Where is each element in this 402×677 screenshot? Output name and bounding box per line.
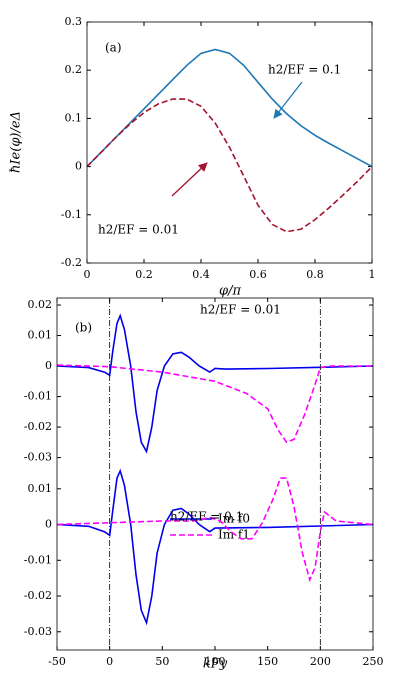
annotation: (b) xyxy=(75,321,92,335)
plot-frame xyxy=(86,21,373,264)
plot-frame xyxy=(56,297,374,651)
y-tick-label: -0.02 xyxy=(24,420,52,433)
y-tick-label: -0.01 xyxy=(24,553,52,566)
y-tick-label: -0.01 xyxy=(24,390,52,403)
legend-label: Im f0 xyxy=(218,512,250,526)
x-tick-label: 0.2 xyxy=(135,268,153,281)
annotation: (a) xyxy=(105,41,122,55)
annotation: h2/EF = 0.1 xyxy=(268,63,341,77)
x-tick-label: 0.8 xyxy=(306,268,324,281)
x-tick-label: 0.4 xyxy=(192,268,210,281)
y-tick-label: 0.1 xyxy=(65,111,83,124)
y-tick-label: 0 xyxy=(75,160,82,173)
annotation: h2/EF = 0.1 xyxy=(170,510,243,524)
line xyxy=(56,468,374,626)
line xyxy=(56,313,374,454)
x-axis-label: kFy xyxy=(203,657,228,672)
line xyxy=(56,477,374,583)
y-tick-label: -0.03 xyxy=(24,451,52,464)
annotation: h2/EF = 0.01 xyxy=(98,223,179,237)
y-tick-label: 0.02 xyxy=(28,298,53,311)
x-tick-label: 50 xyxy=(155,655,169,668)
y-tick-label: 0 xyxy=(45,518,52,531)
y-tick-label: -0.02 xyxy=(24,589,52,602)
y-tick-label: -0.1 xyxy=(61,208,82,221)
x-tick-label: -50 xyxy=(48,655,66,668)
y-tick-label: -0.03 xyxy=(24,625,52,638)
line xyxy=(86,48,373,168)
x-axis-label: φ/π xyxy=(219,284,241,299)
x-tick-label: 0 xyxy=(84,268,91,281)
y-tick-label: 0 xyxy=(45,359,52,372)
x-tick-label: 0 xyxy=(106,655,113,668)
x-tick-label: 250 xyxy=(363,655,384,668)
x-tick-label: 200 xyxy=(310,655,331,668)
y-tick-label: 0.01 xyxy=(28,329,53,342)
y-tick-label: 0.2 xyxy=(65,63,83,76)
x-tick-label: 0.6 xyxy=(249,268,267,281)
x-tick-label: 100 xyxy=(205,655,226,668)
line xyxy=(86,98,373,233)
line xyxy=(56,364,373,444)
x-tick-label: 1 xyxy=(369,268,376,281)
arrow xyxy=(171,162,208,197)
y-tick-label: 0.01 xyxy=(28,482,53,495)
annotation: h2/EF = 0.01 xyxy=(200,303,281,317)
y-tick-label: 0.3 xyxy=(65,15,83,28)
y-tick-label: -0.2 xyxy=(61,256,82,269)
y-axis-label: ħIe(φ)/eΔ xyxy=(9,111,24,173)
x-tick-label: 150 xyxy=(257,655,278,668)
arrow xyxy=(273,81,303,119)
